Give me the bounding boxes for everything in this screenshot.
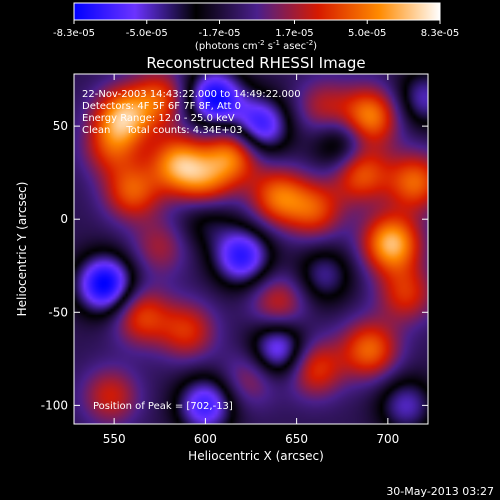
- footer-date: 30-May-2013 03:27: [386, 485, 494, 498]
- x-tick-label: 600: [194, 432, 217, 446]
- y-tick-label: 0: [60, 212, 68, 226]
- y-axis-label: Heliocentric Y (arcsec): [15, 182, 29, 317]
- colorbar-tick-label: 8.3e-05: [421, 28, 459, 39]
- colorbar-unit-label: (photons cm-2 s-1 asec-2): [195, 39, 317, 52]
- colorbar-tick-label: -8.3e-05: [53, 28, 95, 39]
- x-axis-ticks: 550 600 650 700: [103, 74, 399, 446]
- plot-frame: [73, 73, 429, 425]
- x-tick-label: 650: [285, 432, 308, 446]
- heatmap-image: [74, 74, 428, 424]
- colorbar-tick-label: 1.7e-05: [275, 28, 313, 39]
- x-axis-label: Heliocentric X (arcsec): [188, 449, 324, 463]
- colorbar-ticks: -8.3e-05 -5.0e-05 -1.7e-05 1.7e-05 5.0e-05 8.…: [53, 20, 459, 39]
- x-tick-label: 700: [376, 432, 399, 446]
- annotation-time: 22-Nov-2003 14:43:22.000 to 14:49:22.000: [82, 89, 301, 100]
- peak-position-label: Position of Peak = [702,-13]: [93, 401, 233, 412]
- annotation-block: 22-Nov-2003 14:43:22.000 to 14:49:22.000…: [82, 89, 301, 136]
- colorbar-tick-label: -5.0e-05: [126, 28, 168, 39]
- chart-title: Reconstructed RHESSI Image: [146, 54, 365, 72]
- x-tick-label: 550: [103, 432, 126, 446]
- colorbar-tick-label: 5.0e-05: [348, 28, 386, 39]
- colorbar-frame: [73, 2, 441, 21]
- annotation-detectors: Detectors: 4F 5F 6F 7F 8F, Att 0: [82, 101, 241, 112]
- colorbar-tick-label: -1.7e-05: [199, 28, 241, 39]
- y-axis-ticks: 50 0 -50 -100: [41, 119, 428, 412]
- y-tick-label: -100: [41, 398, 68, 412]
- annotation-energy: Energy Range: 12.0 - 25.0 keV: [82, 113, 235, 124]
- annotation-method: Clean Total counts: 4.34E+03: [82, 125, 242, 136]
- y-tick-label: -50: [48, 305, 68, 319]
- colorbar: [74, 3, 440, 20]
- y-tick-label: 50: [53, 119, 68, 133]
